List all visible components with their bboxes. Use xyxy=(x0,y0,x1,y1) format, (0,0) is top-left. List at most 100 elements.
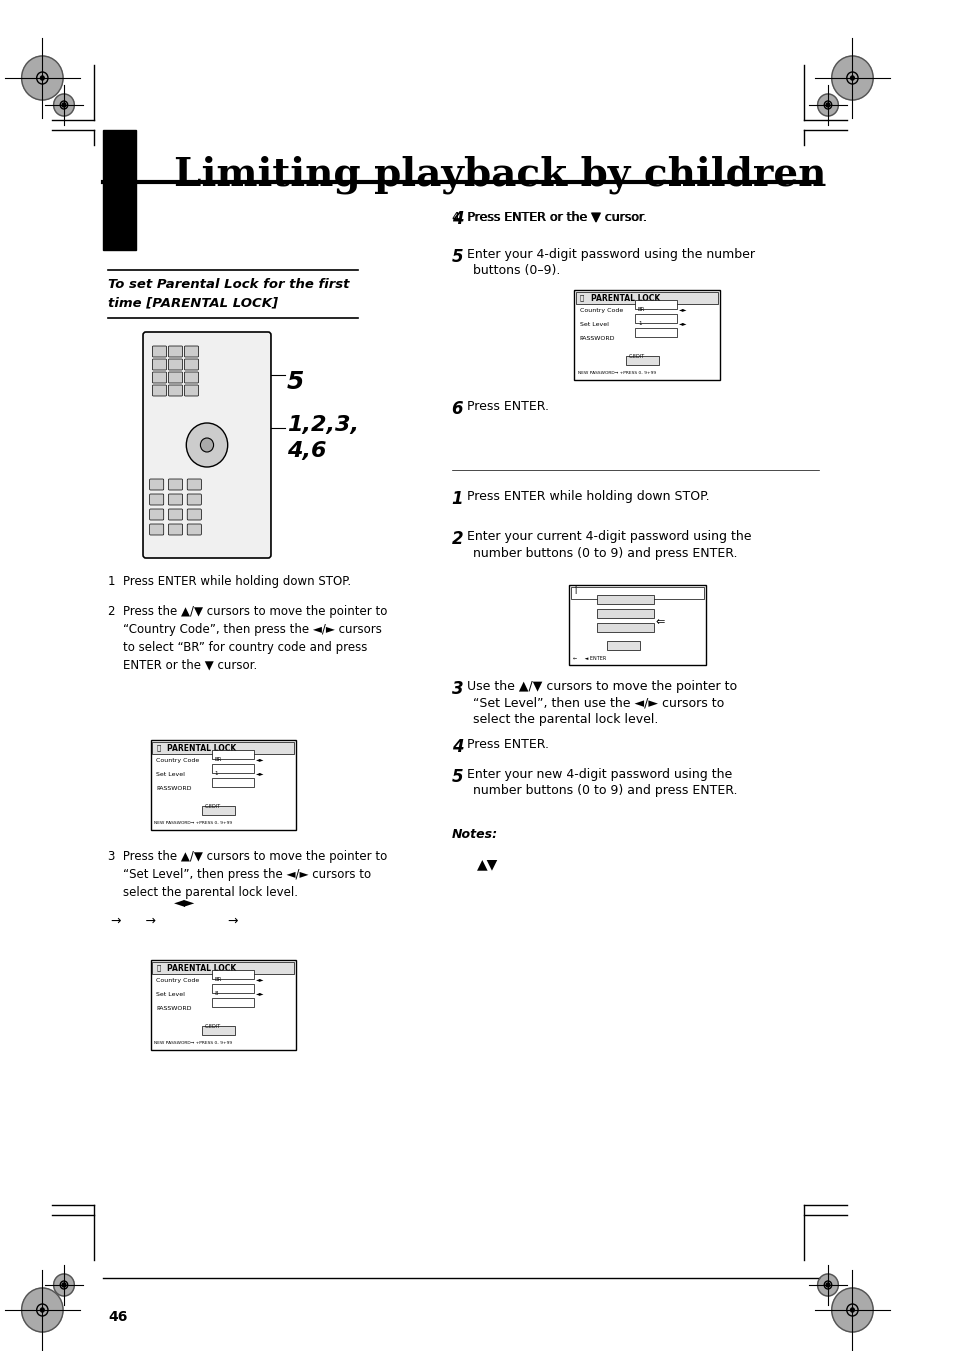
Text: ◄►: ◄► xyxy=(255,977,264,982)
Text: Set Level: Set Level xyxy=(156,771,185,777)
Bar xyxy=(152,962,294,974)
Text: ←     ◄ ENTER: ← ◄ ENTER xyxy=(573,657,605,661)
Circle shape xyxy=(831,1288,872,1332)
Text: →      →                  →: → → → xyxy=(111,915,238,928)
Bar xyxy=(103,130,136,250)
Circle shape xyxy=(825,1283,829,1288)
Text: 1  Press ENTER while holding down STOP.: 1 Press ENTER while holding down STOP. xyxy=(108,576,351,588)
Text: PARENTAL LOCK: PARENTAL LOCK xyxy=(168,965,236,973)
Bar xyxy=(597,609,653,617)
FancyBboxPatch shape xyxy=(187,480,201,490)
Text: To set Parental Lock for the first
time [PARENTAL LOCK]: To set Parental Lock for the first time … xyxy=(108,278,350,309)
Text: C.EDIT: C.EDIT xyxy=(628,354,644,359)
Text: Country Code: Country Code xyxy=(156,758,199,763)
FancyBboxPatch shape xyxy=(152,385,167,396)
FancyBboxPatch shape xyxy=(169,372,182,382)
Circle shape xyxy=(817,1274,838,1296)
FancyBboxPatch shape xyxy=(184,385,198,396)
Circle shape xyxy=(200,438,213,453)
Text: 3: 3 xyxy=(451,680,463,698)
FancyBboxPatch shape xyxy=(169,524,182,535)
Text: 1: 1 xyxy=(214,771,218,775)
Text: Press ENTER.: Press ENTER. xyxy=(462,400,548,413)
FancyBboxPatch shape xyxy=(143,332,271,558)
Text: 🔒: 🔒 xyxy=(156,965,160,970)
Bar xyxy=(212,778,253,788)
Bar xyxy=(576,292,718,304)
Text: ◄►: ◄► xyxy=(255,757,264,762)
Text: BR: BR xyxy=(638,307,644,312)
Text: Press ENTER or the ▼ cursor.: Press ENTER or the ▼ cursor. xyxy=(462,209,646,223)
Text: NEW PASSWORD→ +PRESS 0- 9+99: NEW PASSWORD→ +PRESS 0- 9+99 xyxy=(578,372,655,376)
Text: 46: 46 xyxy=(108,1310,128,1324)
Text: 5: 5 xyxy=(287,370,304,394)
Bar xyxy=(574,290,719,380)
Bar xyxy=(597,623,653,632)
FancyBboxPatch shape xyxy=(150,524,164,535)
FancyBboxPatch shape xyxy=(152,359,167,370)
Circle shape xyxy=(22,55,63,100)
Text: Country Code: Country Code xyxy=(156,978,199,984)
Bar xyxy=(151,740,296,830)
Text: BR: BR xyxy=(214,757,222,762)
FancyBboxPatch shape xyxy=(152,346,167,357)
Text: ▲▼: ▲▼ xyxy=(476,857,497,871)
Text: 8: 8 xyxy=(214,992,218,996)
Circle shape xyxy=(62,1283,66,1288)
Circle shape xyxy=(22,1288,63,1332)
FancyBboxPatch shape xyxy=(187,509,201,520)
Text: 🔒: 🔒 xyxy=(156,744,160,751)
Text: 5: 5 xyxy=(451,249,463,266)
Text: ◄►: ◄► xyxy=(679,322,687,326)
FancyBboxPatch shape xyxy=(150,480,164,490)
Text: number buttons (0 to 9) and press ENTER.: number buttons (0 to 9) and press ENTER. xyxy=(473,547,737,561)
FancyBboxPatch shape xyxy=(150,509,164,520)
Text: PASSWORD: PASSWORD xyxy=(156,786,192,790)
Circle shape xyxy=(831,55,872,100)
Bar xyxy=(635,328,677,336)
FancyBboxPatch shape xyxy=(152,372,167,382)
Circle shape xyxy=(40,1308,44,1312)
Text: ◄►: ◄► xyxy=(173,894,195,909)
Text: Country Code: Country Code xyxy=(579,308,622,313)
Bar xyxy=(625,357,658,365)
Text: Set Level: Set Level xyxy=(156,992,185,997)
FancyBboxPatch shape xyxy=(169,494,182,505)
Text: number buttons (0 to 9) and press ENTER.: number buttons (0 to 9) and press ENTER. xyxy=(473,784,737,797)
FancyBboxPatch shape xyxy=(184,359,198,370)
Circle shape xyxy=(53,95,74,116)
Text: 4: 4 xyxy=(451,738,463,757)
Circle shape xyxy=(186,423,228,467)
Text: PASSWORD: PASSWORD xyxy=(579,336,615,340)
Text: Use the ▲/▼ cursors to move the pointer to: Use the ▲/▼ cursors to move the pointer … xyxy=(462,680,737,693)
Circle shape xyxy=(825,103,829,107)
Bar xyxy=(635,313,677,323)
Text: select the parental lock level.: select the parental lock level. xyxy=(473,713,658,725)
Circle shape xyxy=(53,1274,74,1296)
FancyBboxPatch shape xyxy=(184,372,198,382)
Bar xyxy=(212,765,253,773)
Text: أ: أ xyxy=(575,586,577,596)
FancyBboxPatch shape xyxy=(169,359,182,370)
Text: PARENTAL LOCK: PARENTAL LOCK xyxy=(590,295,659,303)
Bar xyxy=(569,585,705,665)
Text: ⇐: ⇐ xyxy=(655,617,664,627)
FancyBboxPatch shape xyxy=(169,346,182,357)
Bar xyxy=(597,594,653,604)
Text: buttons (0–9).: buttons (0–9). xyxy=(473,263,560,277)
Text: Limiting playback by children: Limiting playback by children xyxy=(173,155,825,193)
Text: “Set Level”, then use the ◄/► cursors to: “Set Level”, then use the ◄/► cursors to xyxy=(473,697,723,711)
Text: 5: 5 xyxy=(451,767,463,786)
FancyBboxPatch shape xyxy=(150,494,164,505)
Text: C.EDIT: C.EDIT xyxy=(205,804,221,809)
Text: Enter your new 4-digit password using the: Enter your new 4-digit password using th… xyxy=(462,767,731,781)
Text: Notes:: Notes: xyxy=(451,828,497,842)
Circle shape xyxy=(850,1308,854,1312)
Text: NEW PASSWORD→ +PRESS 0- 9+99: NEW PASSWORD→ +PRESS 0- 9+99 xyxy=(154,821,233,825)
FancyBboxPatch shape xyxy=(187,524,201,535)
Text: 3  Press the ▲/▼ cursors to move the pointer to
    “Set Level”, then press the : 3 Press the ▲/▼ cursors to move the poin… xyxy=(108,850,387,898)
Bar xyxy=(212,750,253,759)
Text: Enter your 4-digit password using the number: Enter your 4-digit password using the nu… xyxy=(462,249,754,261)
Text: Press ENTER while holding down STOP.: Press ENTER while holding down STOP. xyxy=(462,490,709,503)
Circle shape xyxy=(850,76,854,80)
